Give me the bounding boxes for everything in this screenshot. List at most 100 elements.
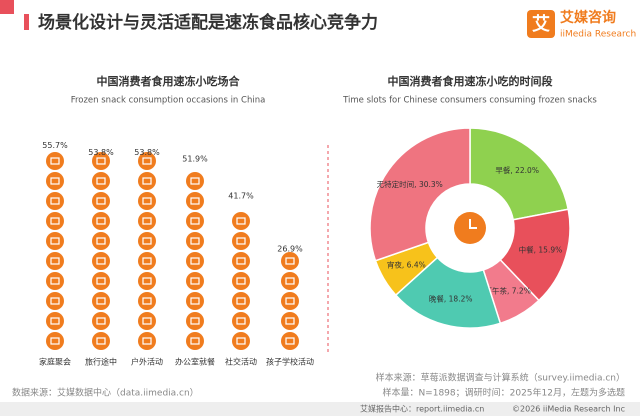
icon-glyph [190, 337, 200, 345]
icon-glyph [190, 217, 200, 225]
icon-glyph [96, 317, 106, 325]
chart-subtitle: Time slots for Chinese consumers consumi… [342, 96, 597, 106]
category-label: 旅行途中 [85, 357, 117, 367]
icon [186, 232, 204, 250]
icon-glyph [236, 277, 246, 285]
icon-glyph [190, 197, 200, 205]
icon [46, 152, 64, 170]
icon [46, 192, 64, 210]
icon [138, 292, 156, 310]
icon-glyph [142, 217, 152, 225]
value-label: 53.8% [88, 148, 114, 157]
icon [138, 192, 156, 210]
icon [232, 252, 250, 270]
icon-glyph [142, 337, 152, 345]
icon-glyph [190, 297, 200, 305]
icon [186, 312, 204, 330]
icon [138, 332, 156, 350]
icon [46, 172, 64, 190]
icon [92, 312, 110, 330]
icon-glyph [50, 297, 60, 305]
icon-glyph [190, 177, 200, 185]
icon [92, 172, 110, 190]
icon [92, 212, 110, 230]
icon [281, 272, 299, 290]
category-label: 办公室就餐 [175, 357, 215, 367]
sample-source: 样本来源：草莓派数据调查与计算系统（survey.iimedia.cn） [376, 372, 625, 384]
icon-stack [232, 212, 250, 350]
icon [46, 292, 64, 310]
donut-slice [369, 127, 471, 262]
icon-glyph [96, 237, 106, 245]
icon-glyph [50, 237, 60, 245]
icon [138, 312, 156, 330]
chart-title: 中国消费者食用速冻小吃场合 [97, 74, 241, 88]
icon [92, 272, 110, 290]
chart-subtitle: Frozen snack consumption occasions in Ch… [71, 96, 266, 106]
chart-title: 中国消费者食用速冻小吃的时间段 [388, 74, 553, 88]
icon-glyph [50, 177, 60, 185]
slice-label: 早餐, 22.0% [495, 166, 539, 175]
icon [46, 332, 64, 350]
slice-label: 宵夜, 6.4% [387, 260, 426, 270]
icon-glyph [50, 217, 60, 225]
icon-glyph [285, 257, 295, 265]
icon-glyph [50, 257, 60, 265]
icon-glyph [285, 317, 295, 325]
icon-stack [46, 152, 64, 350]
donut-slice [469, 127, 570, 221]
icon [281, 332, 299, 350]
icon-glyph [50, 337, 60, 345]
icon-glyph [96, 197, 106, 205]
icon-glyph [96, 257, 106, 265]
icon-glyph [96, 177, 106, 185]
icon [232, 292, 250, 310]
icon [232, 332, 250, 350]
logo-sub: iiMedia Research [560, 30, 636, 40]
icon-glyph [190, 277, 200, 285]
category-label: 家庭聚会 [39, 357, 71, 367]
icon-glyph [190, 317, 200, 325]
title-bar [24, 14, 29, 30]
icon [186, 292, 204, 310]
icon [186, 332, 204, 350]
icon [46, 232, 64, 250]
copyright: ©2026 iiMedia Research Inc [512, 405, 625, 414]
icon [186, 192, 204, 210]
icon [232, 272, 250, 290]
icon-glyph [285, 297, 295, 305]
value-label: 55.7% [42, 141, 68, 150]
clock-hands [469, 219, 477, 229]
icon-glyph [96, 297, 106, 305]
logo-name: 艾媒咨询 [560, 9, 616, 26]
icon [46, 272, 64, 290]
report: 艾媒报告中心：report.iimedia.cn [360, 404, 484, 414]
icon-glyph [190, 237, 200, 245]
icon [186, 252, 204, 270]
icon [92, 252, 110, 270]
icon [186, 272, 204, 290]
icon [46, 252, 64, 270]
value-label: 26.9% [277, 245, 303, 254]
icon-glyph [96, 157, 106, 165]
icon [138, 272, 156, 290]
icon-glyph [142, 237, 152, 245]
icon [46, 212, 64, 230]
category-label: 孩子学校活动 [266, 357, 314, 367]
icon [92, 292, 110, 310]
icon [232, 232, 250, 250]
icon-glyph [142, 197, 152, 205]
icon-stack [92, 152, 110, 350]
slice-label: 无特定时间, 30.3% [377, 179, 443, 189]
category-label: 户外活动 [131, 357, 163, 367]
icon-glyph [236, 297, 246, 305]
icon-glyph [50, 277, 60, 285]
category-label: 社交活动 [225, 357, 257, 367]
icon [281, 252, 299, 270]
icon-glyph [142, 277, 152, 285]
icon [46, 312, 64, 330]
icon-stack [281, 252, 299, 350]
icon-glyph [50, 157, 60, 165]
icon [138, 152, 156, 170]
